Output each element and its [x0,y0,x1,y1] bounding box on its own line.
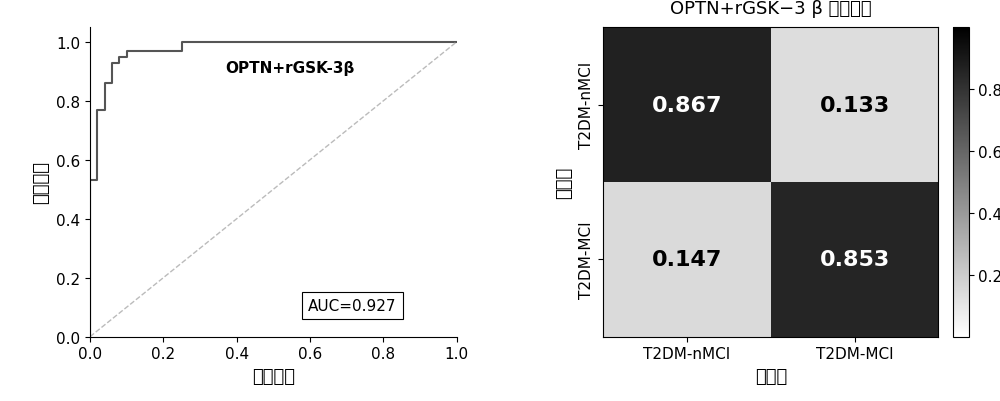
Text: OPTN+rGSK-3β: OPTN+rGSK-3β [226,61,355,76]
Text: 0.867: 0.867 [652,95,722,115]
Text: 0.133: 0.133 [820,95,890,115]
Y-axis label: 实际值: 实际值 [555,166,573,198]
Text: 0.853: 0.853 [820,250,890,269]
X-axis label: 预测值: 预测值 [755,367,787,385]
Y-axis label: 真阳性率: 真阳性率 [32,161,50,204]
Text: 0.147: 0.147 [652,250,722,269]
Text: AUC=0.927: AUC=0.927 [308,298,397,314]
X-axis label: 假阳性率: 假阳性率 [252,367,295,385]
Title: OPTN+rGSK−3 β 混淡矩阵: OPTN+rGSK−3 β 混淡矩阵 [670,0,872,18]
